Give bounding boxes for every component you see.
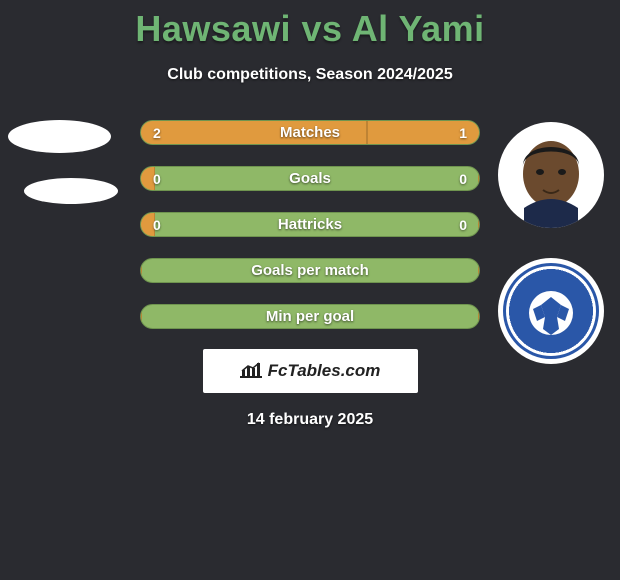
- bar-value-right: 0: [459, 171, 467, 187]
- stat-bars: 2 Matches 1 0 Goals 0 0 Hattricks 0 Goal…: [140, 120, 480, 329]
- title-left: Hawsawi: [135, 8, 291, 49]
- bar-label: Min per goal: [141, 308, 479, 325]
- team-left-crest: [24, 178, 118, 204]
- brand-link[interactable]: FcTables.com: [203, 349, 418, 393]
- title-vs: vs: [301, 8, 342, 49]
- bar-label: Goals: [141, 170, 479, 187]
- bar-hattricks: 0 Hattricks 0: [140, 212, 480, 237]
- bar-goals: 0 Goals 0: [140, 166, 480, 191]
- title-right: Al Yami: [352, 8, 485, 49]
- bar-goals-per-match: Goals per match: [140, 258, 480, 283]
- team-right-crest: [498, 258, 604, 364]
- player-right-avatar: [498, 122, 604, 228]
- page-title: Hawsawi vs Al Yami: [0, 0, 620, 50]
- bar-label: Hattricks: [141, 216, 479, 233]
- bar-label: Matches: [141, 124, 479, 141]
- chart-bars-icon: [240, 360, 262, 383]
- bar-matches: 2 Matches 1: [140, 120, 480, 145]
- football-icon: [503, 263, 599, 359]
- subtitle: Club competitions, Season 2024/2025: [0, 66, 620, 84]
- bar-min-per-goal: Min per goal: [140, 304, 480, 329]
- bar-value-right: 1: [459, 125, 467, 141]
- date-text: 14 february 2025: [0, 411, 620, 429]
- bar-label: Goals per match: [141, 262, 479, 279]
- brand-text: FcTables.com: [268, 361, 381, 381]
- crest-ring-icon: [503, 263, 599, 359]
- bar-value-right: 0: [459, 217, 467, 233]
- player-left-avatar: [8, 120, 111, 153]
- player-face-icon: [510, 128, 592, 228]
